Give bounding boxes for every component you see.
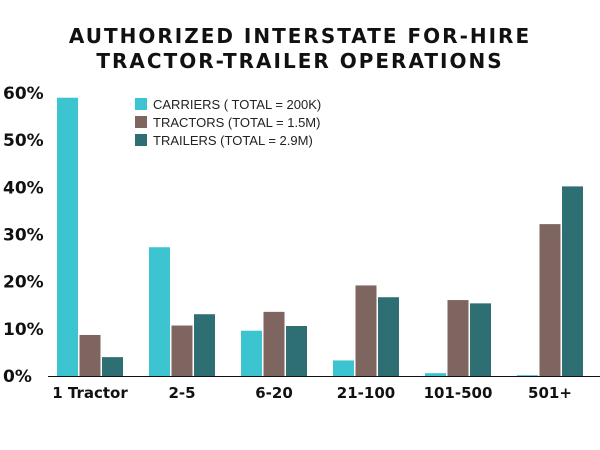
bar-tractors	[539, 224, 561, 376]
legend-swatch-carriers	[135, 98, 147, 110]
bar-trailers	[286, 326, 307, 376]
bar-carriers	[517, 375, 538, 376]
bar-carriers	[57, 97, 78, 376]
bar-tractors	[447, 300, 469, 376]
category-label: 1 Tractor	[52, 384, 128, 402]
bar-trailers	[562, 186, 583, 376]
chart-title-line-2: TRACTOR-TRAILER OPERATIONS	[96, 49, 504, 73]
y-tick-label: 10%	[3, 320, 44, 340]
bar-carriers	[333, 360, 354, 376]
chart-title-line-1: AUTHORIZED INTERSTATE FOR-HIRE	[68, 24, 532, 48]
y-tick-label: 20%	[3, 273, 44, 293]
legend-label-carriers: CARRIERS ( TOTAL = 200K)	[153, 97, 321, 112]
category-label: 21-100	[337, 384, 395, 402]
bar-trailers	[378, 297, 399, 376]
y-tick-label: 40%	[3, 178, 44, 198]
y-tick-label: 30%	[3, 226, 44, 246]
y-tick-label: 60%	[3, 84, 44, 104]
y-tick-label: 50%	[3, 131, 44, 151]
bar-tractors	[79, 334, 101, 376]
chart-title: AUTHORIZED INTERSTATE FOR-HIRE TRACTOR-T…	[0, 24, 600, 74]
legend-swatch-trailers	[135, 134, 147, 146]
category-label: 6-20	[255, 384, 293, 402]
bar-trailers	[470, 303, 491, 376]
bar-tractors	[263, 311, 285, 376]
bar-tractors	[171, 325, 193, 376]
bar-carriers	[241, 330, 262, 376]
bar-trailers	[102, 357, 123, 376]
category-label: 101-500	[424, 384, 493, 402]
bar-trailers	[194, 314, 215, 376]
bar-tractors	[355, 285, 377, 376]
category-label: 501+	[528, 384, 572, 402]
bar-carriers	[149, 247, 170, 376]
category-label: 2-5	[168, 384, 195, 402]
legend-label-tractors: TRACTORS (TOTAL = 1.5M)	[153, 115, 320, 130]
y-tick-label: 0%	[3, 367, 32, 387]
legend-label-trailers: TRAILERS (TOTAL = 2.9M)	[153, 133, 313, 148]
legend-swatch-tractors	[135, 116, 147, 128]
bar-carriers	[425, 373, 446, 376]
